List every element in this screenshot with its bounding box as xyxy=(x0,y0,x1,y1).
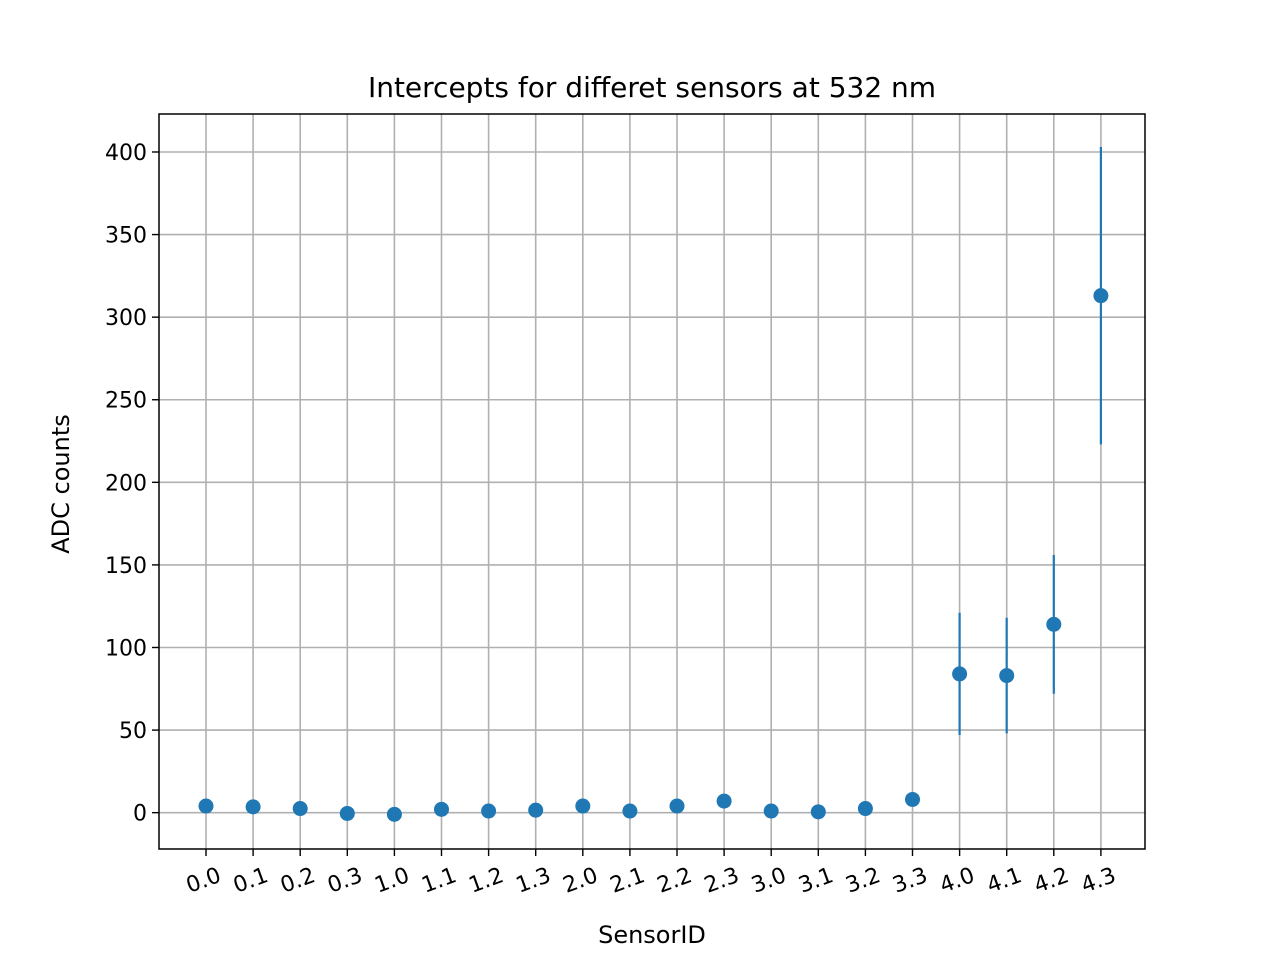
y-axis-label: ADC counts xyxy=(47,414,75,554)
data-point xyxy=(198,798,214,814)
y-tick-label: 50 xyxy=(119,719,147,744)
data-point xyxy=(1046,616,1062,632)
data-point xyxy=(669,798,685,814)
data-point xyxy=(292,801,308,817)
data-point xyxy=(386,806,402,822)
y-tick-label: 0 xyxy=(133,802,147,827)
data-point xyxy=(905,791,920,807)
y-tick-label: 100 xyxy=(105,636,147,661)
data-point xyxy=(339,805,355,821)
y-tick-label: 150 xyxy=(105,554,147,579)
data-point xyxy=(810,804,826,820)
chart-title: Intercepts for differet sensors at 532 n… xyxy=(368,71,936,104)
y-tick-label: 400 xyxy=(105,141,147,166)
y-tick-label: 350 xyxy=(105,224,147,249)
data-point xyxy=(952,666,968,682)
y-tick-label: 300 xyxy=(105,306,147,331)
data-point xyxy=(857,801,873,817)
data-point xyxy=(716,793,732,809)
data-point xyxy=(245,799,261,815)
data-point xyxy=(999,668,1015,684)
data-point xyxy=(528,802,544,818)
data-point xyxy=(434,801,449,817)
x-axis-label: SensorID xyxy=(598,921,706,949)
data-point xyxy=(481,803,497,819)
y-axis-ticks: 0 50 100 150 200 250 300 350 400 xyxy=(105,141,159,827)
data-point xyxy=(1093,288,1109,304)
data-point xyxy=(622,803,638,819)
data-point xyxy=(763,803,779,819)
data-points xyxy=(198,288,1109,822)
data-point xyxy=(575,798,591,814)
grid xyxy=(159,114,1145,849)
y-tick-label: 250 xyxy=(105,389,147,414)
plot-frame xyxy=(158,113,1146,850)
y-tick-label: 200 xyxy=(105,471,147,496)
